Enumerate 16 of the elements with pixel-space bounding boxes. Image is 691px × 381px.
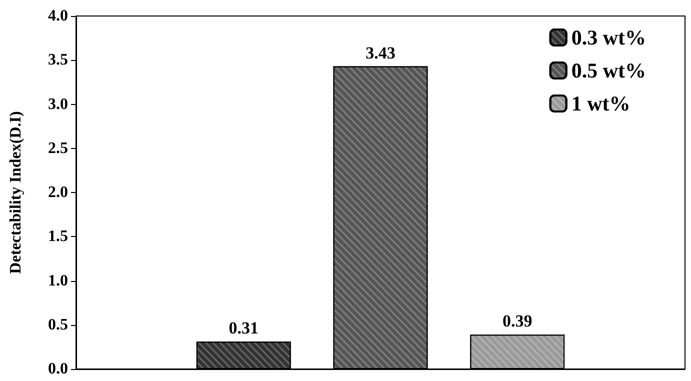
data-label: 3.43	[366, 43, 396, 62]
y-tick-label: 1.0	[48, 272, 68, 290]
data-label: 0.31	[228, 318, 258, 338]
legend-label: 0.5 wt%	[571, 58, 646, 82]
y-tick-label: 0.5	[48, 316, 68, 334]
y-tick-label: 3.0	[48, 96, 68, 113]
y-tick-label: 2.0	[48, 184, 68, 201]
y-tick-label: 0.0	[48, 360, 68, 378]
data-label: 0.39	[502, 312, 532, 331]
legend-label: 0.3 wt%	[571, 26, 646, 50]
y-tick-label: 3.5	[48, 52, 68, 69]
y-tick-label: 2.5	[48, 140, 68, 157]
legend-label: 1 wt%	[571, 92, 630, 116]
y-tick-label: 1.5	[48, 228, 68, 246]
y-tick-label: 4.0	[48, 8, 68, 24]
y-axis-title: Detectability Index(D.I)	[8, 111, 24, 274]
